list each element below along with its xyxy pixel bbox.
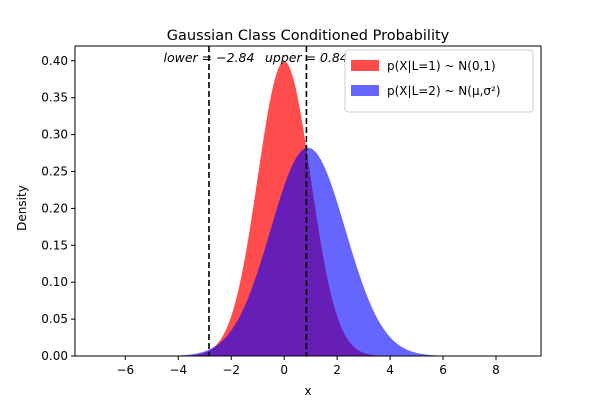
legend-swatch-2 [351, 85, 379, 96]
legend-label-1: p(X|L=1) ~ N(0,1) [387, 59, 496, 73]
y-tick-label: 0.15 [41, 238, 68, 252]
axes-frame [74, 45, 542, 357]
legend-swatch-1 [351, 60, 379, 71]
y-tick-label: 0.40 [41, 54, 68, 68]
chart-title: Gaussian Class Conditioned Probability [167, 28, 450, 44]
x-axis-ticks: −6 −4 −2 0 2 4 6 8 [116, 356, 500, 377]
x-tick-label: 0 [280, 363, 288, 377]
vline-1-label: lower = −2.84 [164, 50, 255, 65]
x-tick-label: 4 [386, 363, 394, 377]
plot-area [165, 61, 444, 356]
vline-2-label: upper = 0.84 [265, 50, 348, 65]
y-tick-label: 0.05 [41, 312, 68, 326]
y-tick-label: 0.30 [41, 128, 68, 142]
y-tick-label: 0.20 [41, 201, 68, 215]
y-axis-label: Density [15, 185, 29, 231]
y-tick-label: 0.10 [41, 275, 68, 289]
legend-label-2: p(X|L=2) ~ N(μ,σ²) [387, 84, 501, 98]
y-tick-label: 0.25 [41, 164, 68, 178]
y-tick-label: 0.35 [41, 91, 68, 105]
x-axis-label: x [304, 384, 311, 398]
series-2-area [165, 147, 444, 356]
x-tick-label: 8 [492, 363, 500, 377]
y-tick-label: 0.00 [41, 349, 68, 363]
vertical-lines: lower = −2.84 upper = 0.84 [164, 46, 348, 356]
legend-box [344, 49, 534, 113]
x-tick-label: 2 [333, 363, 341, 377]
y-axis-ticks: 0.00 0.05 0.10 0.15 0.20 0.25 0.30 0.35 0.40 [41, 54, 75, 363]
x-tick-label: 6 [439, 363, 447, 377]
x-tick-label: −2 [222, 363, 240, 377]
x-tick-label: −6 [116, 363, 134, 377]
legend: p(X|L=1) ~ N(0,1) p(X|L=2) ~ N(μ,σ²) [344, 49, 534, 113]
x-tick-label: −4 [169, 363, 187, 377]
